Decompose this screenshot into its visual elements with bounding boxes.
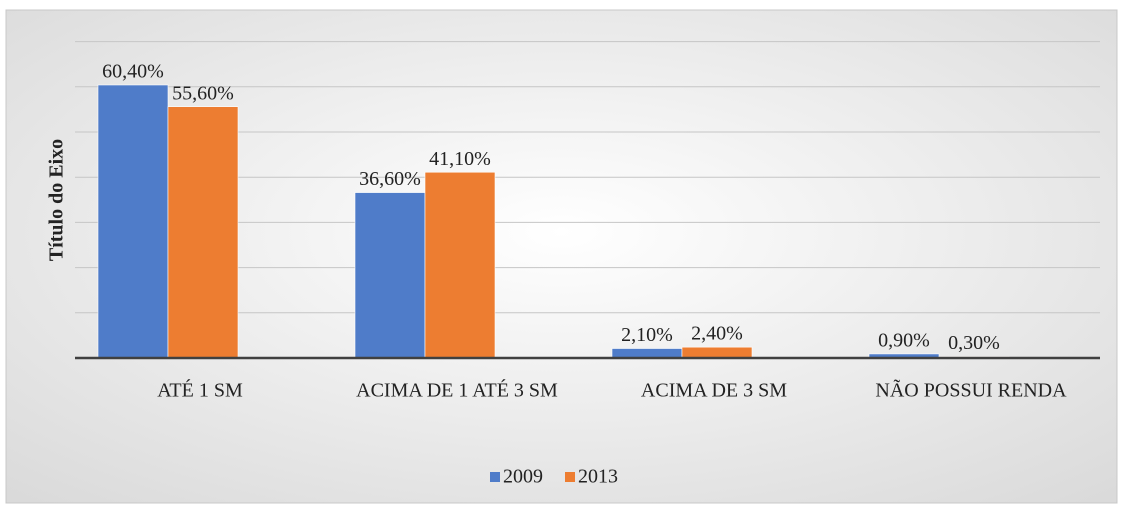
x-tick-label: ACIMA DE 3 SM: [641, 380, 787, 402]
value-label: 2,10%: [621, 324, 673, 346]
value-label: 2,40%: [691, 323, 743, 345]
x-tick-label: NÃO POSSUI RENDA: [875, 378, 1067, 402]
legend-swatch: [565, 472, 575, 482]
value-label: 55,60%: [172, 82, 234, 104]
y-axis-title: Título do Eixo: [46, 139, 68, 261]
bar: [681, 346, 753, 359]
value-label: 0,90%: [878, 330, 930, 352]
value-label: 41,10%: [429, 148, 491, 170]
bar: [97, 84, 169, 359]
legend-swatch: [490, 472, 500, 482]
x-tick-label: ATÉ 1 SM: [157, 379, 243, 402]
legend-label: 2013: [578, 466, 618, 488]
value-label: 0,30%: [948, 332, 1000, 354]
bar: [424, 171, 496, 359]
legend-label: 2009: [503, 466, 543, 488]
bar: [167, 106, 239, 359]
bar: [611, 348, 683, 359]
value-label: 60,40%: [102, 61, 164, 83]
bar: [354, 192, 426, 359]
value-label: 36,60%: [359, 168, 421, 190]
x-tick-label: ACIMA DE 1 ATÉ 3 SM: [356, 379, 558, 402]
